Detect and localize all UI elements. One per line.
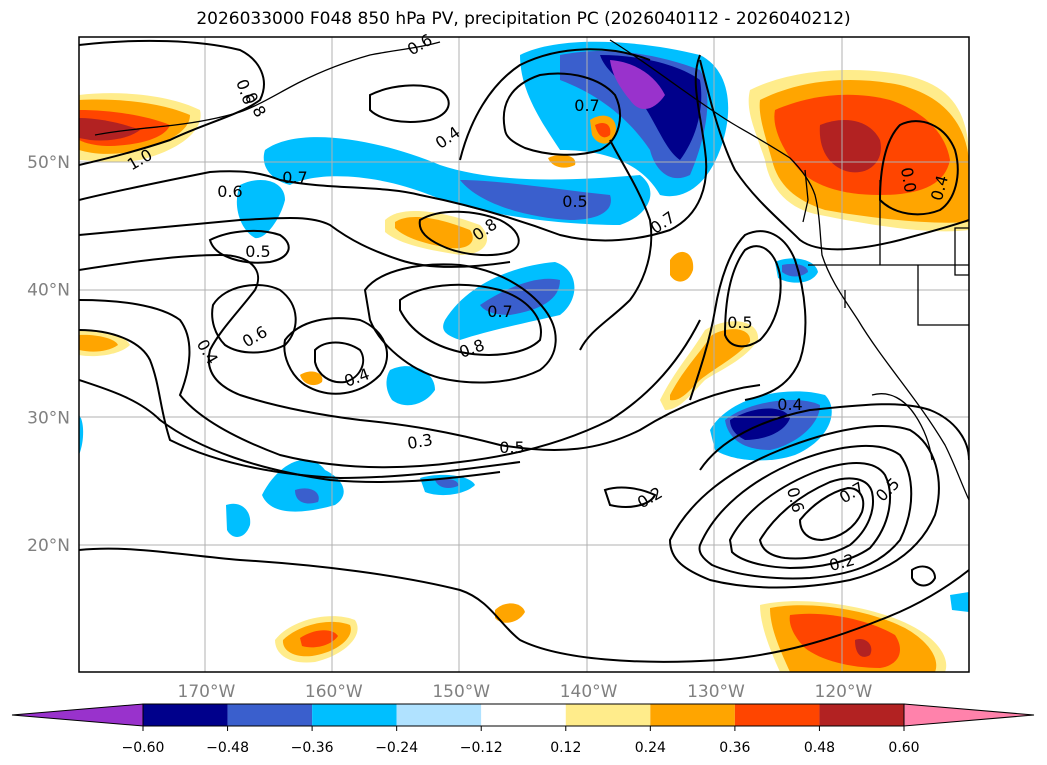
contour-label: 0.6 xyxy=(217,182,242,201)
colorbar-box xyxy=(650,704,735,726)
colorbar-tick-label: 0.48 xyxy=(804,740,835,756)
latitude-label: 30°N xyxy=(27,408,70,428)
latitude-label: 50°N xyxy=(27,153,70,173)
contour-label: 0.5 xyxy=(727,313,752,332)
latitude-label: 40°N xyxy=(27,281,70,301)
contour-label: 0.7 xyxy=(574,96,599,115)
colorbar-box xyxy=(143,704,228,726)
longitude-label: 150°W xyxy=(432,682,490,702)
longitude-label: 170°W xyxy=(178,682,236,702)
pv-contours xyxy=(79,39,969,663)
colorbar-tick-label: −0.12 xyxy=(460,740,503,756)
colorbar-tick-label: −0.36 xyxy=(291,740,334,756)
longitude-labels: 170°W 160°W 150°W 140°W 130°W 120°W xyxy=(178,682,873,702)
colorbar-box xyxy=(565,704,651,726)
colorbar-box xyxy=(481,704,566,726)
colorbar-extend-min xyxy=(11,703,144,727)
longitude-label: 120°W xyxy=(815,682,873,702)
colorbar-box xyxy=(312,704,397,726)
colorbar-box xyxy=(227,704,313,726)
longitude-label: 160°W xyxy=(305,682,363,702)
colorbar-box xyxy=(734,704,820,726)
longitude-label: 140°W xyxy=(560,682,618,702)
map-title: 2026033000 F048 850 hPa PV, precipitatio… xyxy=(196,9,851,29)
contour-label: 0.7 xyxy=(487,302,512,321)
contour-label: 0.0 xyxy=(897,166,920,194)
contour-label: 0.5 xyxy=(245,242,270,261)
map-frame xyxy=(78,36,970,673)
colorbar-tick-label: −0.24 xyxy=(375,740,418,756)
contour-label: 0.4 xyxy=(777,395,802,414)
colorbar-tick-label: −0.48 xyxy=(206,740,249,756)
contour-label: 0.3 xyxy=(406,430,434,453)
colorbar-box xyxy=(819,704,904,726)
colorbar-tick-label: −0.60 xyxy=(122,740,165,756)
precip-shading xyxy=(79,41,969,672)
colorbar-frame xyxy=(142,703,905,727)
contour-label: 0.7 xyxy=(282,168,307,187)
colorbar-tick-label: 0.24 xyxy=(635,740,666,756)
colorbar-tick-label: 0.12 xyxy=(550,740,581,756)
latitude-label: 20°N xyxy=(27,536,70,556)
coastlines xyxy=(94,39,969,501)
contour-label: 0.5 xyxy=(499,438,524,457)
latitude-labels: 50°N 40°N 30°N 20°N xyxy=(27,153,70,556)
colorbar-box xyxy=(396,704,482,726)
contour-label: 0.5 xyxy=(562,192,587,211)
colorbar-extend-max xyxy=(903,703,1035,727)
colorbar-tick-label: 0.60 xyxy=(888,740,919,756)
longitude-label: 130°W xyxy=(687,682,745,702)
colorbar-tick-label: 0.36 xyxy=(719,740,750,756)
colorbar: −0.60 −0.48 −0.36 −0.24 −0.12 0.12 0.24 0.36 0.4… xyxy=(11,703,1035,756)
